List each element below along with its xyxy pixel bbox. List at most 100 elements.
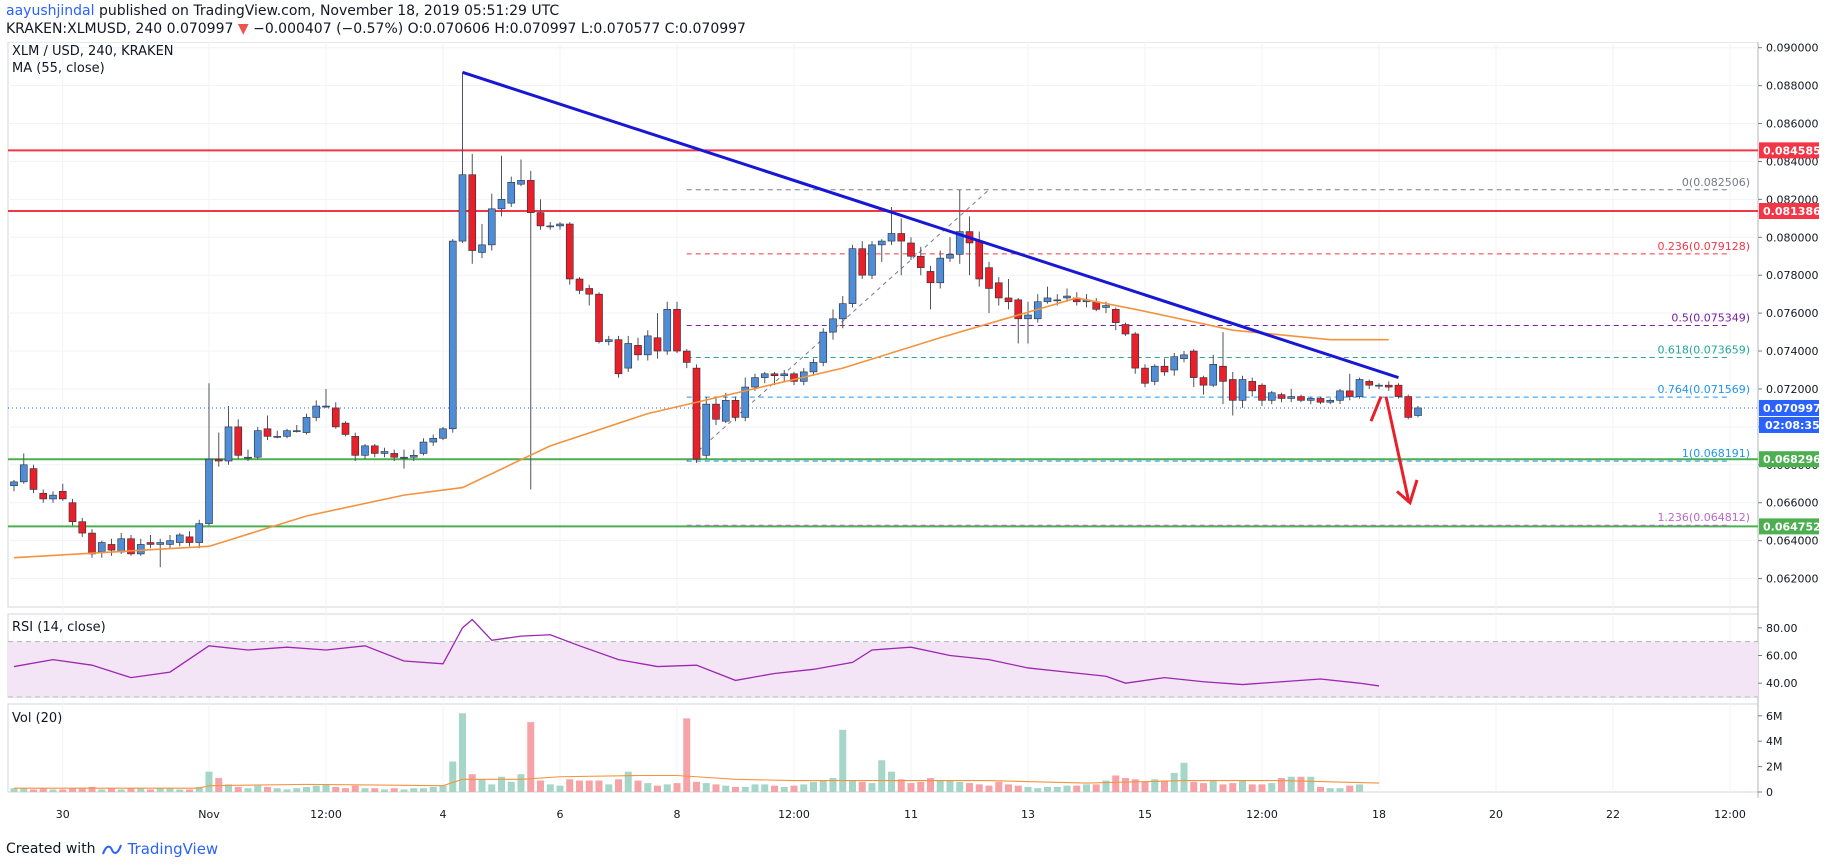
price-axis: 0.0900000.0880000.0860000.0840000.082000… bbox=[1758, 42, 1821, 799]
volume-bar bbox=[1190, 781, 1198, 792]
volume-bar bbox=[683, 718, 691, 792]
candle-body bbox=[1375, 384, 1383, 387]
candle-body bbox=[780, 373, 789, 376]
candle-body bbox=[224, 426, 233, 462]
candle-body bbox=[29, 468, 38, 490]
symbol-id: KRAKEN:XLMUSD, 240 bbox=[6, 21, 163, 37]
candle-body bbox=[975, 240, 984, 280]
candle-body bbox=[721, 400, 730, 422]
rsi-pane bbox=[8, 618, 1758, 698]
volume-bar bbox=[566, 779, 574, 792]
candle-body bbox=[429, 437, 438, 443]
volume-bar bbox=[722, 785, 730, 792]
volume-bar bbox=[1092, 784, 1100, 792]
candle-body bbox=[595, 293, 603, 342]
candle-body bbox=[926, 271, 935, 284]
volume-bar bbox=[1141, 781, 1149, 792]
candle-body bbox=[838, 303, 847, 320]
volume-bar bbox=[1209, 780, 1217, 792]
price-label-box bbox=[1759, 142, 1819, 159]
candle-body bbox=[127, 538, 135, 555]
candle-body bbox=[1131, 333, 1140, 369]
price-change: −0.000407 (−0.57%) bbox=[253, 21, 404, 37]
candle-body bbox=[419, 441, 428, 454]
price-chart[interactable]: 0(0.082506) 0.236(0.079128) 0.5(0.075349) 0… bbox=[0, 41, 1828, 840]
volume-bar bbox=[917, 781, 925, 792]
volume-bar bbox=[907, 783, 915, 792]
volume-bar bbox=[293, 788, 301, 792]
time-tick-label: 12:00 bbox=[1246, 808, 1278, 821]
candle-body bbox=[517, 180, 525, 185]
volume-bar bbox=[693, 781, 700, 792]
volume-bar bbox=[156, 788, 164, 792]
time-axis: 30 Nov 12:00 4 6 8 12:00 11 13 15 12:00 18 20 22 12:00 bbox=[56, 808, 1746, 821]
volume-bar bbox=[78, 788, 86, 792]
volume-bar bbox=[634, 780, 642, 792]
candle-body bbox=[322, 405, 330, 408]
tradingview-link[interactable]: TradingView bbox=[127, 840, 219, 858]
volume-bar bbox=[556, 785, 564, 792]
candle-body bbox=[526, 180, 535, 213]
legend: XLM / USD, 240, KRAKEN MA (55, close) RS… bbox=[12, 44, 174, 726]
volume-bar bbox=[829, 778, 837, 792]
candle-body bbox=[907, 242, 915, 257]
volume-bar bbox=[1024, 786, 1032, 792]
candle-body bbox=[760, 373, 769, 378]
candle-body bbox=[458, 174, 467, 242]
candle-body bbox=[497, 199, 506, 210]
price-label-box bbox=[1759, 451, 1819, 468]
candle-body bbox=[565, 223, 574, 280]
rsi-band bbox=[8, 641, 1758, 697]
candle-body bbox=[1102, 305, 1110, 308]
candle-body bbox=[1160, 365, 1169, 373]
candle-body bbox=[1063, 295, 1071, 299]
candle-body bbox=[107, 544, 116, 551]
candle-body bbox=[663, 309, 672, 352]
volume-bar bbox=[1180, 762, 1188, 792]
volume-bar bbox=[624, 771, 632, 792]
candle-body bbox=[185, 536, 194, 543]
volume-bar bbox=[790, 785, 798, 792]
candle-body bbox=[682, 350, 691, 363]
volume-bar bbox=[1239, 780, 1246, 792]
candle-body bbox=[361, 445, 369, 456]
volume-bar bbox=[98, 789, 106, 792]
volume-bar bbox=[1063, 785, 1071, 792]
candle-body bbox=[68, 502, 77, 522]
volume-bar bbox=[459, 713, 466, 792]
chart-area[interactable]: 0(0.082506) 0.236(0.079128) 0.5(0.075349) 0… bbox=[0, 41, 1828, 844]
candle-body bbox=[877, 240, 886, 246]
candle-body bbox=[448, 240, 457, 430]
volume-bar bbox=[361, 788, 369, 792]
candle-body bbox=[741, 386, 750, 418]
volume-bar bbox=[468, 774, 476, 792]
fib-level-label: 0(0.082506) bbox=[1682, 176, 1750, 189]
volume-bar bbox=[995, 781, 1003, 792]
volume-bar bbox=[751, 784, 759, 792]
volume-bar bbox=[449, 761, 457, 792]
price-tick-label: 0.066000 bbox=[1766, 497, 1819, 510]
time-tick-label: 12:00 bbox=[310, 808, 342, 821]
volume-bar bbox=[819, 780, 827, 792]
volume-bar bbox=[663, 784, 671, 792]
candle-body bbox=[1345, 390, 1354, 397]
volume-bar bbox=[537, 780, 544, 792]
volume-bar bbox=[741, 786, 749, 792]
volume-bar bbox=[312, 785, 320, 792]
volume-bar bbox=[839, 729, 847, 792]
price-tick-label: 0.064000 bbox=[1766, 535, 1819, 548]
volume-bar bbox=[1258, 784, 1266, 792]
candle-body bbox=[858, 248, 867, 276]
author-link[interactable]: aayushjindal bbox=[6, 3, 95, 19]
volume-bar bbox=[585, 780, 593, 792]
price-label-box bbox=[1759, 518, 1819, 535]
candle-body bbox=[78, 521, 87, 534]
candle-body bbox=[205, 458, 213, 524]
volume-bar bbox=[1014, 785, 1022, 792]
created-with-label: Created with bbox=[6, 841, 96, 857]
candle-body bbox=[370, 445, 379, 454]
volume-bar bbox=[488, 784, 496, 792]
price-tick-label: 0.088000 bbox=[1766, 80, 1819, 93]
countdown-label: 02:08:35 bbox=[1765, 419, 1820, 432]
candle-body bbox=[1111, 309, 1120, 323]
